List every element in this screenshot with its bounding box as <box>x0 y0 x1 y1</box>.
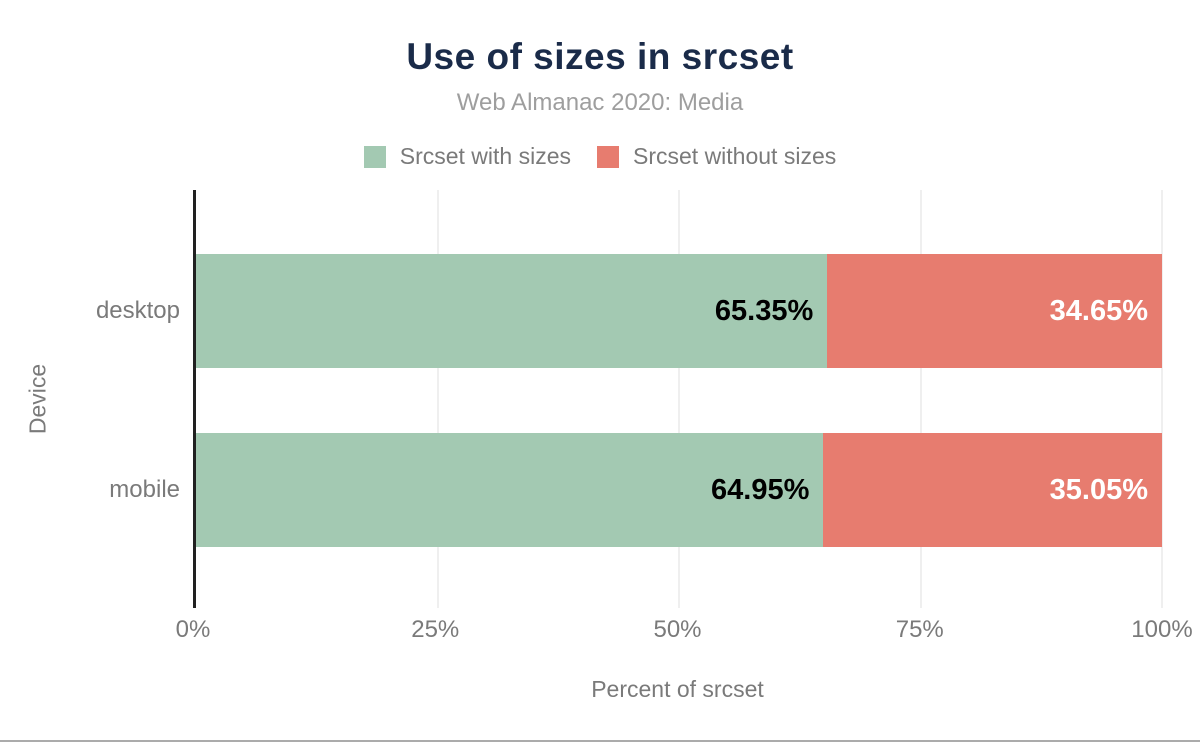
legend-label-srcset-without-sizes: Srcset without sizes <box>633 143 837 169</box>
legend-label-srcset-with-sizes: Srcset with sizes <box>399 143 571 169</box>
bar-value-label: 34.65% <box>1049 294 1148 327</box>
x-axis-ticks: 0% 25% 50% 75% 100% <box>176 616 1193 646</box>
legend-swatch-red-icon <box>597 145 619 168</box>
legend-swatch-green-icon <box>363 145 386 168</box>
x-tick-25: 25% <box>411 616 460 643</box>
bar-desktop-without-sizes: 34.65% <box>827 254 1162 368</box>
bar-desktop: 65.35% 34.65% <box>196 254 1162 368</box>
bar-mobile-without-sizes: 35.05% <box>823 433 1162 547</box>
category-label-mobile: mobile <box>109 476 180 503</box>
legend-item-srcset-without-sizes: Srcset without sizes <box>597 143 836 170</box>
gridline-50 <box>678 190 680 608</box>
category-label-desktop: desktop <box>95 297 180 324</box>
bar-value-label: 64.95% <box>711 473 810 506</box>
gridline-25 <box>436 190 439 608</box>
x-axis-title: Percent of srcset <box>591 676 764 702</box>
x-tick-100: 100% <box>1131 616 1193 643</box>
bar-value-label: 65.35% <box>714 294 814 327</box>
plot-area: 65.35% 34.65% 64.95% 35.05% <box>193 190 1163 608</box>
bar-mobile: 64.95% 35.05% <box>196 433 1162 547</box>
bar-desktop-with-sizes: 65.35% <box>196 254 828 368</box>
y-axis-title: Device <box>24 363 51 435</box>
legend-item-srcset-with-sizes: Srcset with sizes <box>363 143 571 170</box>
gridline-75 <box>919 190 922 608</box>
legend: Srcset with sizes Srcset without sizes <box>0 143 1200 170</box>
x-tick-50: 50% <box>653 616 702 643</box>
bar-value-label: 35.05% <box>1049 473 1148 506</box>
gridline-100 <box>1161 190 1163 608</box>
chart-subtitle: Web Almanac 2020: Media <box>456 89 744 116</box>
chart-title: Use of sizes in srcset <box>406 36 794 77</box>
bar-mobile-with-sizes: 64.95% <box>196 433 824 547</box>
x-tick-0: 0% <box>175 616 211 643</box>
x-tick-75: 75% <box>895 616 944 643</box>
